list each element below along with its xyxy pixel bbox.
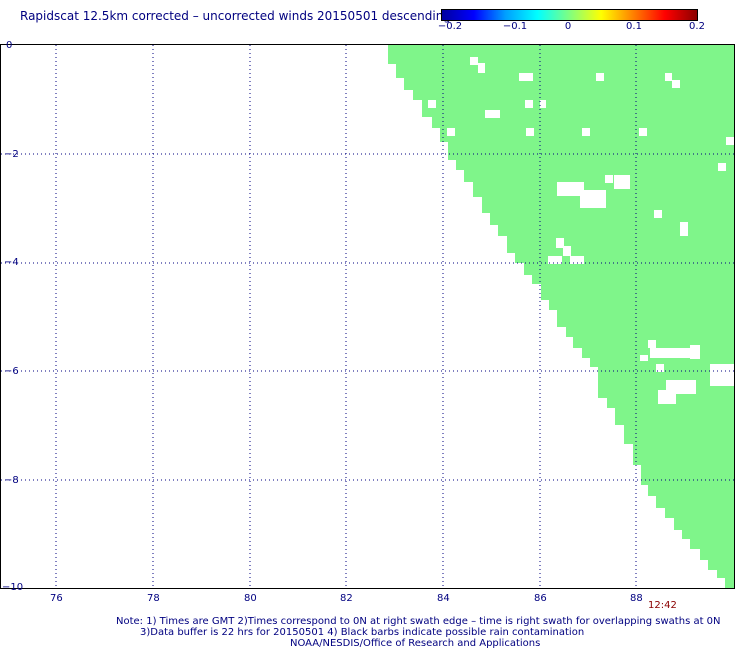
lon-label: 80	[244, 593, 257, 604]
missing-data-cell	[614, 175, 630, 189]
lat-label: −4	[4, 257, 19, 268]
colorbar	[441, 9, 698, 21]
map-title: Rapidscat 12.5km corrected – uncorrected…	[20, 9, 451, 23]
missing-data-cell	[478, 63, 485, 73]
lat-label: 0	[6, 40, 12, 51]
lat-label: −2	[4, 149, 19, 160]
missing-data-cell	[557, 182, 584, 196]
colorbar-label: 0.2	[689, 21, 705, 32]
colorbar-label: −0.1	[502, 21, 528, 32]
missing-data-cell	[428, 100, 436, 108]
missing-data-cell	[648, 340, 656, 348]
lon-label: 82	[340, 593, 353, 604]
missing-data-cell	[596, 73, 604, 81]
missing-data-cell	[485, 110, 500, 118]
lon-label: 84	[437, 593, 450, 604]
missing-data-cells	[428, 57, 734, 404]
missing-data-cell	[556, 238, 564, 248]
missing-data-cell	[665, 73, 672, 81]
missing-data-cell	[690, 345, 700, 359]
note-line-3: NOAA/NESDIS/Office of Research and Appli…	[290, 638, 541, 649]
missing-data-cell	[650, 348, 690, 358]
missing-data-cell	[526, 128, 534, 136]
lon-label: 78	[147, 593, 160, 604]
missing-data-cell	[718, 163, 726, 171]
lon-label: 88	[630, 593, 643, 604]
missing-data-cell	[726, 137, 734, 145]
missing-data-cell	[525, 100, 533, 108]
missing-data-cell	[672, 80, 680, 88]
missing-data-cell	[540, 100, 546, 108]
missing-data-cell	[656, 364, 664, 372]
lat-label: −6	[4, 366, 19, 377]
lat-label: −8	[4, 475, 19, 486]
lat-label: −10	[2, 582, 23, 593]
colorbar-label: −0.2	[437, 21, 463, 32]
lon-label: 86	[534, 593, 547, 604]
missing-data-cell	[519, 73, 533, 81]
missing-data-cell	[548, 256, 562, 264]
missing-data-cell	[710, 364, 734, 386]
missing-data-cell	[639, 128, 647, 136]
note-line-2: 3)Data buffer is 22 hrs for 20150501 4) …	[140, 627, 585, 638]
map-grid	[1, 45, 734, 588]
missing-data-cell	[470, 57, 478, 65]
pass-time-label: 12:42	[648, 600, 677, 611]
missing-data-cell	[563, 246, 571, 256]
swath-area	[388, 45, 734, 588]
missing-data-cell	[580, 190, 606, 208]
missing-data-cell	[582, 128, 590, 136]
missing-data-cell	[605, 175, 613, 183]
lon-label: 76	[50, 593, 63, 604]
missing-data-cell	[570, 256, 584, 264]
missing-data-cell	[680, 222, 688, 236]
wind-swath	[388, 45, 734, 588]
missing-data-cell	[447, 128, 455, 136]
note-line-1: Note: 1) Times are GMT 2)Times correspon…	[116, 616, 721, 627]
missing-data-cell	[654, 210, 662, 218]
map-frame	[0, 44, 735, 589]
colorbar-label: 0.1	[626, 21, 642, 32]
missing-data-cell	[658, 390, 676, 404]
missing-data-cell	[640, 355, 648, 361]
colorbar-label: 0	[564, 21, 572, 32]
